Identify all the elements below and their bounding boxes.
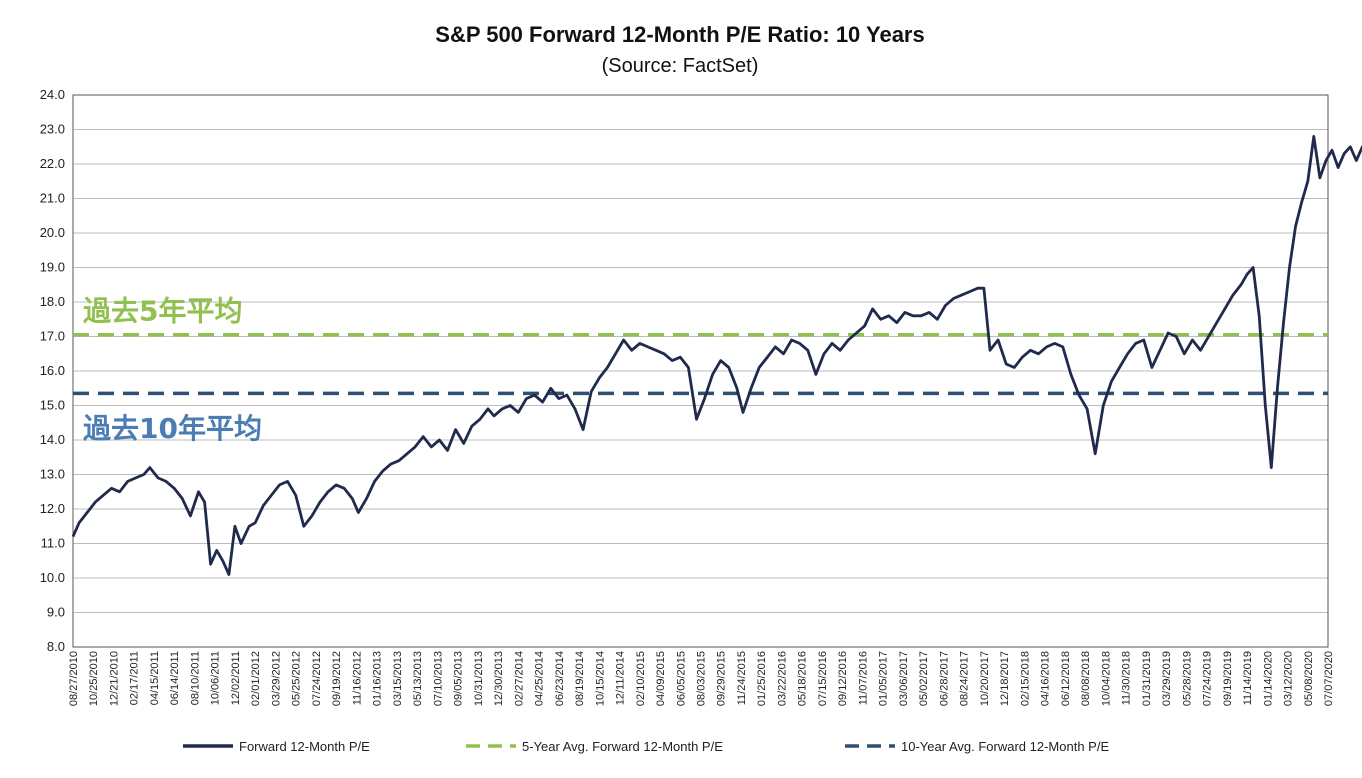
y-tick-label: 22.0: [40, 156, 65, 171]
plot-area-border: [72, 94, 1329, 648]
x-tick-label: 11/14/2019: [1242, 651, 1254, 705]
x-tick-label: 04/09/2015: [655, 651, 667, 706]
x-tick-label: 01/16/2013: [372, 651, 384, 706]
chart-title: S&P 500 Forward 12-Month P/E Ratio: 10 Y…: [435, 22, 924, 47]
x-tick-label: 02/27/2014: [513, 651, 525, 706]
series-0-line: [71, 135, 1362, 576]
x-tick-label: 07/10/2013: [432, 651, 444, 706]
y-tick-label: 24.0: [40, 87, 65, 102]
x-tick-label: 03/12/2020: [1283, 651, 1295, 706]
x-tick-label: 03/29/2019: [1161, 651, 1173, 706]
legend: Forward 12-Month P/E 5-Year Avg. Forward …: [183, 739, 1109, 754]
x-tick-label: 04/25/2014: [534, 651, 546, 706]
y-tick-label: 15.0: [40, 398, 65, 413]
x-tick-label: 04/15/2011: [149, 651, 161, 705]
x-tick-label: 03/15/2013: [392, 651, 404, 706]
x-tick-label: 03/29/2012: [270, 651, 282, 706]
x-axis-ticks: 08/27/2010 10/25/2010 12/21/2010 02/17/2011…: [68, 651, 1335, 706]
x-tick-label: 01/05/2017: [878, 651, 890, 706]
x-tick-label: 05/28/2019: [1181, 651, 1193, 706]
x-tick-label: 10/04/2018: [1100, 651, 1112, 706]
x-tick-label: 10/06/2011: [210, 651, 222, 705]
legend-label: 10-Year Avg. Forward 12-Month P/E: [901, 739, 1109, 754]
y-tick-label: 20.0: [40, 225, 65, 240]
y-tick-label: 13.0: [40, 467, 65, 482]
x-tick-label: 06/05/2015: [675, 651, 687, 706]
y-tick-label: 23.0: [40, 122, 65, 137]
x-tick-label: 08/10/2011: [189, 651, 201, 705]
average-lines: [73, 333, 1328, 396]
x-tick-label: 05/08/2020: [1303, 651, 1315, 706]
x-tick-label: 10/31/2013: [473, 651, 485, 706]
x-tick-label: 02/10/2015: [635, 651, 647, 706]
x-tick-label: 08/08/2018: [1080, 651, 1092, 706]
x-tick-label: 12/11/2014: [615, 651, 627, 705]
y-tick-label: 10.0: [40, 570, 65, 585]
x-tick-label: 04/16/2018: [1040, 651, 1052, 706]
x-tick-label: 10/20/2017: [979, 651, 991, 706]
x-tick-label: 07/15/2016: [817, 651, 829, 706]
chart-subtitle: (Source: FactSet): [602, 55, 759, 77]
y-tick-label: 9.0: [47, 605, 65, 620]
x-tick-label: 12/18/2017: [999, 651, 1011, 706]
x-tick-label: 07/24/2019: [1202, 651, 1214, 706]
x-tick-label: 11/16/2012: [351, 651, 363, 705]
x-tick-label: 10/25/2010: [88, 651, 100, 706]
x-tick-label: 12/21/2010: [108, 651, 120, 706]
x-tick-label: 09/19/2019: [1222, 651, 1234, 706]
y-tick-label: 8.0: [47, 639, 65, 654]
x-tick-label: 06/23/2014: [554, 651, 566, 706]
y-tick-label: 11.0: [41, 536, 65, 551]
x-tick-label: 05/25/2012: [291, 651, 303, 706]
x-tick-label: 07/24/2012: [311, 651, 323, 706]
x-tick-label: 11/24/2015: [736, 651, 748, 705]
y-tick-label: 17.0: [40, 329, 65, 344]
x-tick-label: 10/15/2014: [594, 651, 606, 706]
x-tick-label: 07/07/2020: [1323, 651, 1335, 706]
x-tick-label: 09/19/2012: [331, 651, 343, 706]
x-tick-label: 02/17/2011: [129, 651, 141, 705]
x-tick-label: 11/07/2016: [857, 651, 869, 705]
x-tick-label: 01/31/2019: [1141, 651, 1153, 706]
annotation-label: 過去10年平均: [83, 412, 262, 445]
y-tick-label: 14.0: [40, 432, 65, 447]
x-tick-label: 08/19/2014: [574, 651, 586, 706]
x-tick-label: 09/05/2013: [453, 651, 465, 706]
x-tick-label: 12/02/2011: [230, 651, 242, 705]
y-tick-label: 21.0: [40, 191, 65, 206]
x-tick-label: 06/14/2011: [169, 651, 181, 705]
x-tick-label: 05/13/2013: [412, 651, 424, 706]
y-tick-label: 12.0: [40, 501, 65, 516]
x-tick-label: 06/12/2018: [1060, 651, 1072, 706]
legend-label: Forward 12-Month P/E: [239, 739, 370, 754]
x-tick-label: 05/18/2016: [797, 651, 809, 706]
legend-label: 5-Year Avg. Forward 12-Month P/E: [522, 739, 723, 754]
x-tick-label: 08/27/2010: [68, 651, 80, 706]
x-tick-label: 03/06/2017: [898, 651, 910, 706]
x-tick-label: 12/30/2013: [493, 651, 505, 706]
x-tick-label: 06/28/2017: [938, 651, 950, 706]
x-tick-label: 05/02/2017: [918, 651, 930, 706]
y-tick-label: 18.0: [40, 294, 65, 309]
x-tick-label: 02/15/2018: [1019, 651, 1031, 706]
y-tick-label: 19.0: [40, 260, 65, 275]
x-tick-label: 03/22/2016: [776, 651, 788, 706]
x-tick-label: 08/24/2017: [959, 651, 971, 706]
y-tick-label: 16.0: [40, 363, 65, 378]
y-axis-ticks: 8.0 9.0 10.0 11.0 12.0 13.0 14.0 15.0 16.0 17.0 18…: [40, 87, 65, 654]
x-tick-label: 02/01/2012: [250, 651, 262, 706]
x-tick-label: 01/25/2016: [756, 651, 768, 706]
x-tick-label: 09/29/2015: [716, 651, 728, 706]
x-tick-label: 09/12/2016: [837, 651, 849, 706]
x-tick-label: 11/30/2018: [1121, 651, 1133, 705]
series-lines: [71, 135, 1362, 576]
x-tick-label: 08/03/2015: [696, 651, 708, 706]
annotation-label: 過去5年平均: [83, 295, 242, 328]
x-tick-label: 01/14/2020: [1262, 651, 1274, 706]
